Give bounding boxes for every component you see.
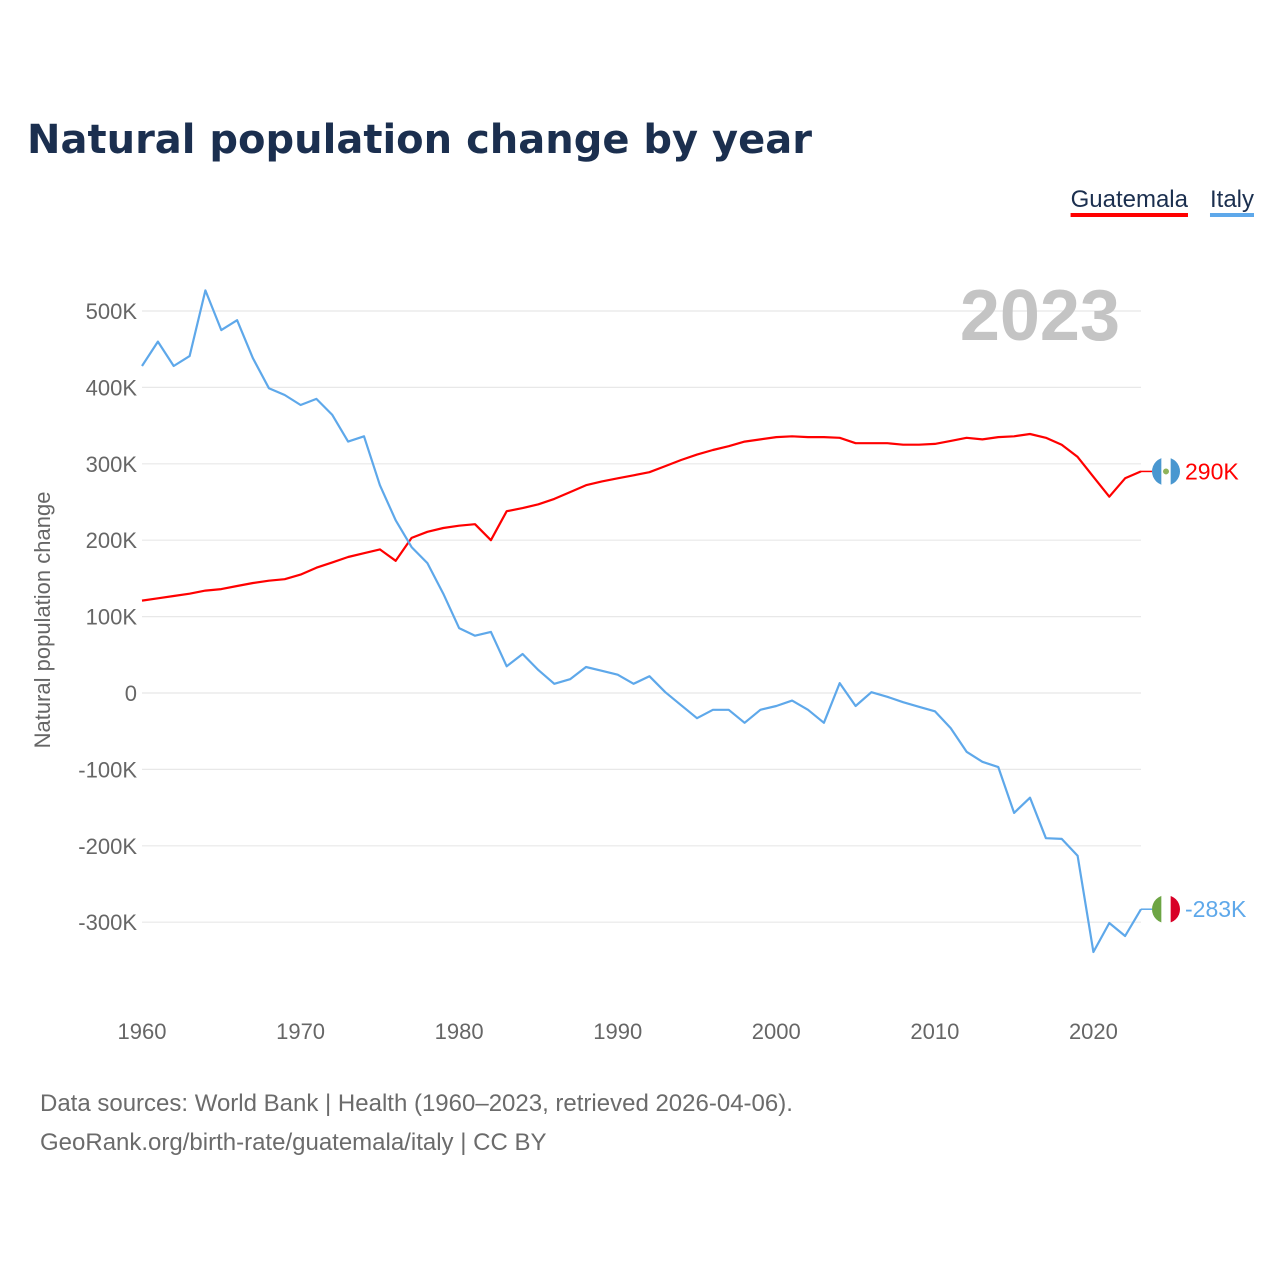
- legend: Italy Guatemala: [1070, 186, 1254, 217]
- y-tick-label: 500K: [86, 299, 138, 324]
- y-tick-label: -300K: [78, 910, 137, 935]
- legend-swatch: [1209, 213, 1254, 217]
- x-tick-label: 1960: [118, 1019, 167, 1044]
- footer-sources: Data sources: World Bank | Health (1960–…: [40, 1090, 793, 1117]
- end-value-label: -283K: [1185, 896, 1247, 922]
- year-watermark: 2023: [960, 276, 1120, 356]
- x-tick-label: 1970: [276, 1019, 325, 1044]
- y-axis-label: Natural population change: [30, 492, 55, 749]
- y-tick-label: 100K: [86, 605, 138, 630]
- end-value-label: 290K: [1185, 458, 1239, 484]
- gridlines: 500K 400K 300K 200K 100K 0 -100K -200K -300K 1960…: [78, 299, 1141, 1044]
- y-tick-label: 400K: [86, 375, 138, 400]
- legend-item-italy[interactable]: Italy: [1210, 186, 1254, 213]
- italy-flag-icon: [1152, 895, 1180, 924]
- legend-swatch: [1070, 213, 1188, 217]
- x-tick-label: 1990: [593, 1019, 642, 1044]
- y-tick-label: 0: [125, 681, 137, 706]
- y-tick-label: 200K: [86, 528, 138, 553]
- series-line-italy[interactable]: [141, 289, 1142, 954]
- y-tick-label: -200K: [78, 834, 137, 859]
- x-tick-label: 1980: [435, 1019, 484, 1044]
- footer-link[interactable]: GeoRank.org/birth-rate/guatemala/italy |…: [40, 1129, 546, 1156]
- legend-item-guatemala[interactable]: Guatemala: [1071, 186, 1189, 213]
- y-tick-label: 300K: [86, 452, 138, 477]
- x-tick-label: 2020: [1069, 1019, 1118, 1044]
- x-tick-label: 2010: [910, 1019, 959, 1044]
- series-line-guatemala[interactable]: [141, 432, 1142, 602]
- y-tick-label: -100K: [78, 757, 137, 782]
- guatemala-flag-icon: [1152, 457, 1180, 486]
- series-lines: 290K -283K: [141, 289, 1247, 954]
- chart-title: Natural population change by year: [27, 117, 812, 163]
- x-tick-label: 2000: [752, 1019, 801, 1044]
